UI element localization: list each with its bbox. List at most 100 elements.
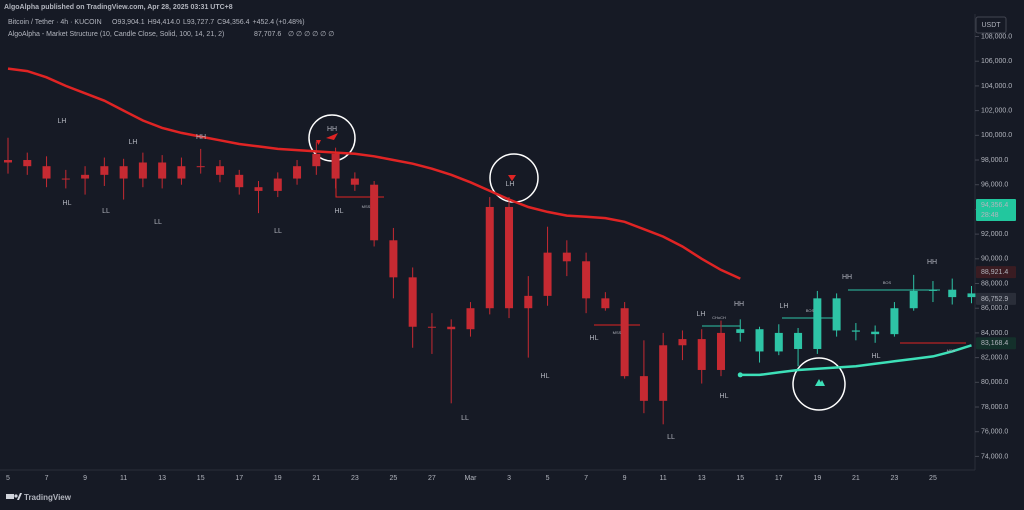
price-tag bbox=[976, 199, 1016, 222]
trailing-line bbox=[740, 344, 972, 377]
y-tick-label: 106,000.0 bbox=[981, 58, 1012, 65]
x-tick-label: 9 bbox=[83, 475, 87, 482]
candle-body bbox=[100, 166, 109, 175]
candle-body bbox=[543, 252, 552, 296]
x-tick-label: 19 bbox=[274, 475, 282, 482]
candle-body bbox=[948, 289, 957, 298]
structure-label: HL bbox=[63, 200, 72, 207]
candle-body bbox=[890, 308, 899, 335]
x-tick-label: 15 bbox=[736, 475, 744, 482]
indicator: AlgoAlpha - Market Structure (10, Candle… bbox=[8, 31, 224, 38]
x-tick-label: 21 bbox=[852, 475, 860, 482]
candle-body bbox=[601, 298, 610, 309]
indicator-value: 87,707.6 bbox=[254, 31, 281, 38]
candle-body bbox=[582, 261, 591, 299]
candle-body bbox=[832, 298, 841, 331]
candle-body bbox=[485, 206, 494, 309]
x-tick-label: 5 bbox=[546, 475, 550, 482]
candle-body bbox=[177, 166, 186, 179]
structure-label: HL bbox=[541, 373, 550, 380]
price-tag-label: 94,356.4 bbox=[981, 202, 1008, 209]
y-tick-label: 82,000.0 bbox=[981, 354, 1008, 361]
candle-body bbox=[562, 252, 571, 262]
x-tick-label: 7 bbox=[584, 475, 588, 482]
candle-body bbox=[967, 293, 976, 298]
candle-body bbox=[61, 178, 70, 180]
x-tick-label: 5 bbox=[6, 475, 10, 482]
candle-body bbox=[659, 345, 668, 401]
structure-label: LH bbox=[780, 303, 789, 310]
candle-body bbox=[427, 326, 436, 328]
structure-label: BOS bbox=[806, 308, 815, 313]
candle-body bbox=[447, 326, 456, 330]
x-tick-label: 11 bbox=[660, 475, 667, 482]
candle-body bbox=[119, 166, 128, 179]
y-tick-label: 78,000.0 bbox=[981, 404, 1008, 411]
x-tick-label: 11 bbox=[120, 475, 127, 482]
candle-body bbox=[312, 153, 321, 167]
structure-label: LL bbox=[154, 219, 162, 226]
y-tick-label: 92,000.0 bbox=[981, 231, 1008, 238]
structure-label: HL bbox=[335, 208, 344, 215]
indicator-flags: ∅ ∅ ∅ ∅ ∅ ∅ bbox=[288, 31, 334, 38]
price-tag-label: 86,752.9 bbox=[981, 296, 1008, 303]
structure-label: LL bbox=[461, 415, 469, 422]
candle-body bbox=[138, 162, 147, 179]
currency[interactable]: USDT bbox=[981, 22, 1001, 29]
x-tick-label: 23 bbox=[891, 475, 899, 482]
x-tick-label: 25 bbox=[929, 475, 937, 482]
price-tag-label: 83,168.4 bbox=[981, 340, 1008, 347]
y-tick-label: 86,000.0 bbox=[981, 305, 1008, 312]
structure-label: HH bbox=[196, 134, 206, 141]
structure-label: LH bbox=[697, 311, 706, 318]
candle-body bbox=[331, 153, 340, 179]
trailing-line bbox=[7, 67, 741, 280]
y-tick-label: 96,000.0 bbox=[981, 182, 1008, 189]
structure-label: LH bbox=[129, 139, 138, 146]
candle-body bbox=[524, 295, 533, 309]
structure-label: HL bbox=[720, 393, 729, 400]
x-tick-label: 27 bbox=[428, 475, 436, 482]
x-tick-label: 13 bbox=[158, 475, 166, 482]
ohlc-value: +452.4 (+0.48%) bbox=[252, 19, 304, 26]
x-tick-label: 17 bbox=[235, 475, 243, 482]
candle-body bbox=[697, 339, 706, 370]
countdown: 28:48 bbox=[981, 212, 999, 219]
candle-body bbox=[215, 166, 224, 175]
trail-start bbox=[737, 372, 743, 378]
structure-label: HL bbox=[590, 335, 599, 342]
candle-body bbox=[408, 277, 417, 327]
price-tag bbox=[976, 266, 1016, 279]
structure-label: LL bbox=[667, 434, 675, 441]
price-tag bbox=[976, 292, 1016, 305]
structure-label: HH bbox=[842, 274, 852, 281]
candle-body bbox=[716, 332, 725, 370]
candle-body bbox=[620, 308, 629, 377]
structure-label: LL bbox=[102, 208, 110, 215]
y-tick-label: 108,000.0 bbox=[981, 33, 1012, 40]
structure-label: CHoCH bbox=[712, 315, 726, 320]
candle-body bbox=[254, 187, 263, 191]
structure-label: LH bbox=[506, 181, 515, 188]
currency-box[interactable] bbox=[975, 16, 1007, 34]
y-tick-label: 100,000.0 bbox=[981, 132, 1012, 139]
candle-body bbox=[196, 166, 205, 168]
candle-body bbox=[389, 240, 398, 278]
brand: TradingView bbox=[24, 493, 72, 502]
y-tick-label: 102,000.0 bbox=[981, 107, 1012, 114]
symbol: Bitcoin / Tether · 4h · KUCOIN bbox=[8, 19, 102, 26]
candle-body bbox=[273, 178, 282, 191]
candle-body bbox=[678, 339, 687, 346]
price-tag bbox=[976, 337, 1016, 350]
structure-label: HH bbox=[927, 259, 937, 266]
structure-label: MSS bbox=[947, 348, 956, 353]
candle-body bbox=[23, 160, 32, 167]
candle-body bbox=[909, 290, 918, 309]
candle-body bbox=[235, 174, 244, 188]
y-tick-label: 76,000.0 bbox=[981, 429, 1008, 436]
candle-body bbox=[81, 174, 90, 179]
y-tick-label: 90,000.0 bbox=[981, 256, 1008, 263]
x-tick-label: 25 bbox=[390, 475, 398, 482]
x-tick-label: 21 bbox=[312, 475, 320, 482]
